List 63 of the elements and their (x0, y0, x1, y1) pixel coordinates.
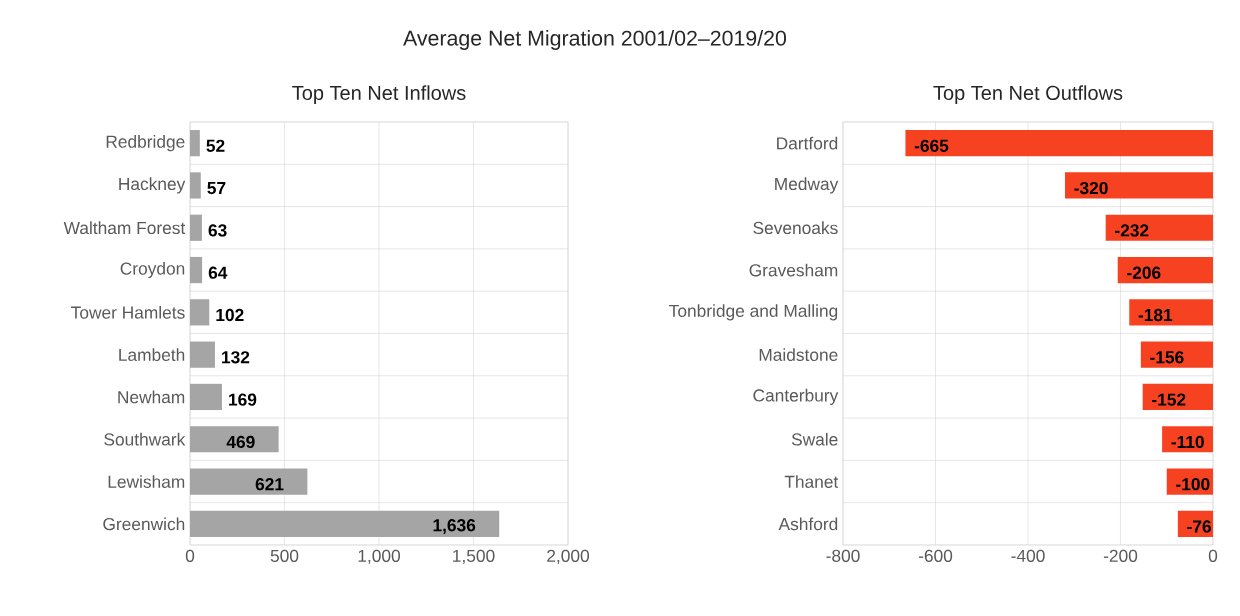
data-label: -156 (1150, 351, 1184, 364)
data-label: 64 (208, 266, 228, 279)
y-tick-label: Tonbridge and Malling (669, 304, 838, 321)
y-tick-label: Swale (791, 432, 838, 446)
bar (190, 426, 279, 453)
bar (190, 130, 200, 157)
x-tick-label: -600 (918, 549, 953, 562)
y-tick-label: Dartford (777, 136, 838, 150)
data-label: 52 (206, 139, 225, 152)
y-tick-label: Waltham Forest (63, 221, 186, 235)
y-tick-label: Lambeth (119, 348, 185, 362)
data-label: -206 (1127, 266, 1161, 279)
y-tick-label: Sevenoaks (753, 221, 838, 235)
data-label: 102 (216, 308, 244, 322)
bar (190, 468, 308, 495)
y-tick-label: Hackney (119, 177, 186, 194)
y-tick-label: Redbridge (106, 135, 185, 152)
y-tick-label: Thanet (784, 475, 839, 488)
y-tick-label: Medway (775, 177, 839, 194)
data-label: -100 (1176, 478, 1210, 491)
x-tick-label: 1,500 (453, 549, 495, 565)
data-label: 621 (255, 478, 284, 491)
y-tick-label: Canterbury (753, 388, 839, 406)
y-tick-label: Croydon (120, 261, 185, 279)
data-label: 57 (207, 182, 226, 195)
x-tick-label: 0 (1208, 549, 1218, 562)
bar (190, 214, 202, 241)
y-tick-label: Ashford (778, 517, 838, 531)
x-tick-label: -400 (1011, 549, 1045, 562)
chart-subtitle: Top Ten Net Outflows (933, 85, 1123, 104)
chart-title: Average Net Migration 2001/02–2019/20 (403, 30, 787, 50)
data-label: 132 (222, 351, 250, 364)
data-label: -110 (1171, 435, 1204, 449)
data-label: -152 (1152, 393, 1186, 406)
data-label: 1,636 (433, 519, 476, 534)
bar (190, 172, 201, 199)
bar (190, 256, 203, 284)
y-tick-label: Lewisham (108, 475, 185, 488)
data-label: -181 (1138, 308, 1173, 322)
data-label: -232 (1115, 224, 1149, 237)
data-label: 63 (208, 224, 227, 237)
chart-subtitle: Top Ten Net Inflows (292, 85, 466, 104)
bar (190, 299, 210, 326)
x-tick-label: -800 (826, 549, 860, 562)
bar (190, 510, 500, 537)
data-label: -320 (1074, 181, 1108, 195)
bar (190, 341, 215, 368)
y-tick-label: Southwark (104, 432, 186, 446)
x-tick-label: 1,000 (358, 549, 401, 565)
y-tick-label: Tower Hamlets (71, 305, 185, 319)
x-tick-label: 0 (185, 549, 195, 562)
data-label: -76 (1187, 520, 1211, 533)
x-tick-label: 2,000 (547, 549, 590, 565)
data-label: 169 (229, 393, 257, 406)
data-label: 469 (226, 435, 255, 449)
x-tick-label: 500 (270, 549, 299, 562)
y-tick-label: Gravesham (749, 263, 838, 277)
y-tick-label: Maidstone (759, 348, 838, 362)
x-tick-label: -200 (1103, 549, 1138, 562)
data-label: -665 (914, 139, 949, 152)
y-tick-label: Greenwich (103, 517, 185, 531)
y-tick-label: Newham (118, 390, 185, 404)
bar (190, 383, 222, 411)
